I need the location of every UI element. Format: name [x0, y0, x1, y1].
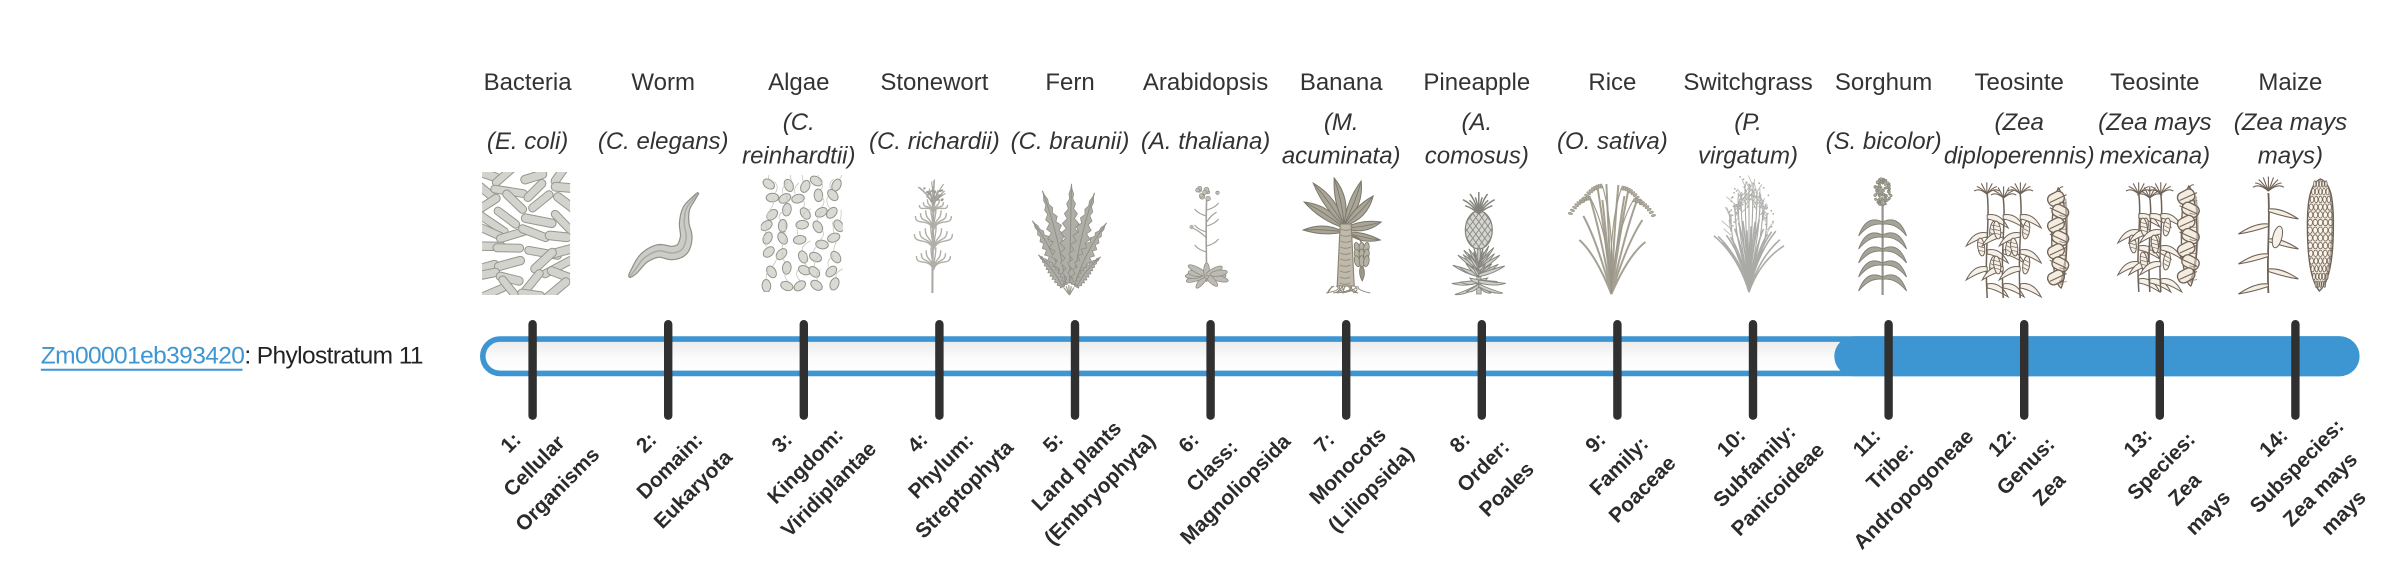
svg-text:(M.: (M. [1324, 109, 1359, 136]
svg-text:14:Subspecies:Zea maysmays: 14:Subspecies:Zea maysmays [2222, 391, 2395, 564]
svg-text:Arabidopsis: Arabidopsis [1143, 69, 1268, 96]
svg-text:8:Order:Poales: 8:Order:Poales [1428, 411, 1538, 521]
svg-text:Fern: Fern [1045, 69, 1094, 96]
svg-text:(C. richardii): (C. richardii) [869, 128, 1000, 155]
svg-text:mays): mays) [2258, 143, 2323, 170]
svg-text:12:Genus:Zea: 12:Genus:Zea [1969, 409, 2083, 523]
svg-text:Teosinte: Teosinte [2110, 69, 2199, 96]
svg-text:(S. bicolor): (S. bicolor) [1826, 128, 1942, 155]
svg-text:(Zea mays: (Zea mays [2098, 109, 2211, 136]
svg-text:virgatum): virgatum) [1698, 143, 1798, 170]
svg-text:(A.: (A. [1461, 109, 1492, 136]
svg-text:reinhardtii): reinhardtii) [742, 143, 855, 170]
svg-text:Algae: Algae [768, 69, 829, 96]
svg-text:diploperennis): diploperennis) [1944, 143, 2095, 170]
svg-text:Banana: Banana [1300, 69, 1383, 96]
svg-text:Switchgrass: Switchgrass [1683, 69, 1812, 96]
svg-text:(P.: (P. [1734, 109, 1762, 136]
svg-text:13:Species:Zeamays: 13:Species:Zeamays [2100, 405, 2247, 552]
svg-text:Worm: Worm [631, 69, 695, 96]
svg-text:(O. sativa): (O. sativa) [1557, 128, 1668, 155]
svg-text:Sorghum: Sorghum [1835, 69, 1932, 96]
svg-text:(C. braunii): (C. braunii) [1011, 128, 1130, 155]
svg-text:(A. thaliana): (A. thaliana) [1141, 128, 1270, 155]
svg-text:Bacteria: Bacteria [484, 69, 573, 96]
svg-text:(E. coli): (E. coli) [487, 128, 568, 155]
svg-text:Teosinte: Teosinte [1975, 69, 2064, 96]
svg-text:Pineapple: Pineapple [1423, 69, 1530, 96]
svg-text:(Zea mays: (Zea mays [2234, 109, 2347, 136]
svg-text:(Zea: (Zea [1995, 109, 2044, 136]
svg-text:(C. elegans): (C. elegans) [598, 128, 729, 155]
svg-text:acuminata): acuminata) [1282, 143, 1401, 170]
svg-text:Rice: Rice [1588, 69, 1636, 96]
svg-text:Stonewort: Stonewort [880, 69, 988, 96]
svg-text:Zm00001eb393420: Phylostratum: Zm00001eb393420: Phylostratum 11 [41, 343, 423, 370]
svg-text:Maize: Maize [2258, 69, 2322, 96]
svg-text:9:Family:Poaceae: 9:Family:Poaceae [1558, 405, 1681, 528]
svg-text:comosus): comosus) [1425, 143, 1529, 170]
svg-text:(C.: (C. [783, 109, 815, 136]
svg-text:mexicana): mexicana) [2099, 143, 2210, 170]
